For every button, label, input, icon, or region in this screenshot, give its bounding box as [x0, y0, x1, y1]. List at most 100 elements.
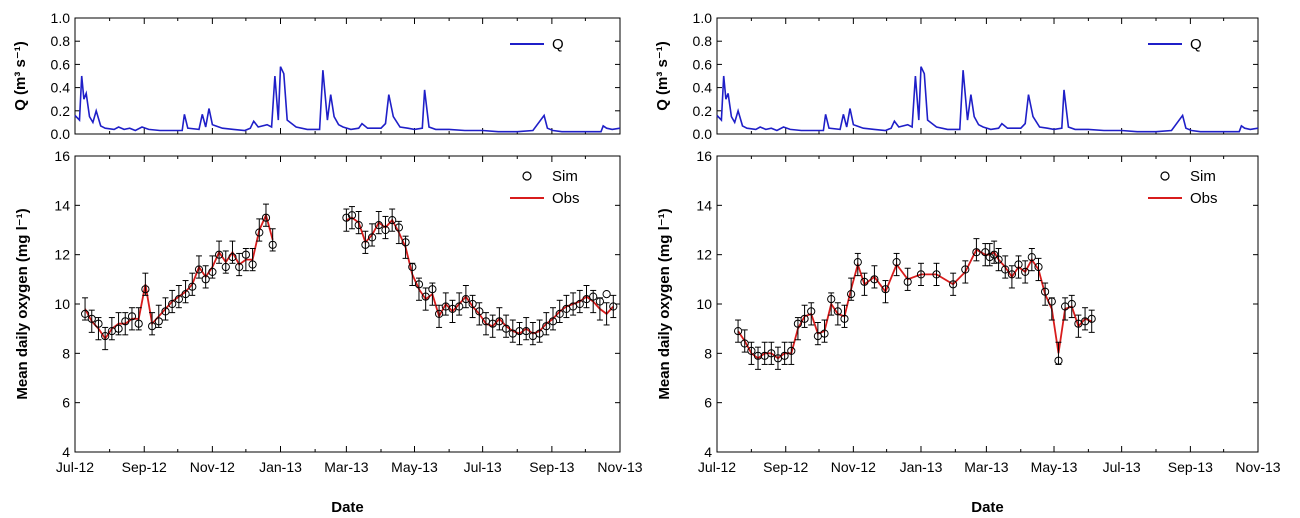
- series-line-obs: [84, 212, 274, 341]
- sim-point: [342, 213, 351, 222]
- sim-point: [1007, 270, 1017, 279]
- sim-point: [609, 302, 618, 311]
- sim-point: [127, 312, 137, 321]
- y-tick-label: 4: [62, 444, 70, 460]
- sim-point: [388, 216, 397, 225]
- x-axis-title: Date: [971, 499, 1004, 516]
- series-line-q: [74, 66, 621, 133]
- sim-point: [881, 285, 890, 294]
- sim-point: [381, 225, 390, 235]
- y-tick-label: 0.2: [693, 103, 713, 119]
- sim-point: [215, 250, 224, 259]
- sim-point: [241, 250, 250, 259]
- sim-point: [595, 297, 605, 306]
- sim-point: [994, 255, 1003, 264]
- sim-point: [502, 324, 511, 333]
- legend-swatch-sim: [522, 171, 532, 181]
- sim-point: [87, 314, 96, 323]
- sim-point: [734, 327, 743, 336]
- y-tick-label: 10: [696, 296, 712, 312]
- sim-point: [161, 307, 170, 316]
- y-tick-label: 0.6: [693, 56, 713, 72]
- y-axis-title: Mean daily oxygen (mg l⁻¹): [14, 208, 31, 399]
- sim-point: [134, 319, 143, 328]
- legend-swatch-sim: [1160, 171, 1170, 181]
- sim-point: [468, 299, 477, 309]
- y-tick-label: 0.4: [51, 80, 71, 96]
- sim-point: [787, 346, 796, 355]
- sim-point: [853, 258, 862, 267]
- sim-point: [268, 240, 277, 249]
- legend-label-obs: Obs: [552, 190, 580, 207]
- y-tick-label: 0.2: [51, 103, 71, 119]
- sim-point: [255, 228, 264, 237]
- sim-point: [421, 292, 430, 301]
- sim-point: [201, 275, 210, 284]
- sim-point: [475, 307, 484, 316]
- x-tick-label: Nov-13: [597, 459, 642, 475]
- sim-point: [154, 317, 163, 326]
- x-tick-label: Nov-12: [190, 459, 235, 475]
- plot-frame: [74, 17, 621, 135]
- y-tick-label: 0.6: [51, 56, 71, 72]
- chart-panel-right-bottom: 4 6 8 10 12 14 16 Jul-12 Sep-12 Nov-12 Jan-13 Mar-1…: [656, 148, 1281, 516]
- sim-point: [114, 324, 123, 333]
- sim-point: [1067, 299, 1076, 309]
- sim-point: [807, 307, 816, 316]
- sim-point: [414, 280, 424, 289]
- sim-point: [1054, 356, 1063, 365]
- sim-point: [981, 248, 990, 257]
- sim-point: [81, 309, 90, 318]
- sim-point: [121, 317, 130, 326]
- sim-point: [833, 307, 842, 316]
- x-tick-label: Jul-12: [56, 459, 94, 475]
- sim-point: [495, 317, 504, 326]
- y-axis-title: Q (m³ s⁻¹): [654, 41, 671, 111]
- series-line-q: [716, 66, 1259, 133]
- sim-point: [990, 250, 999, 259]
- y-tick-label: 12: [696, 247, 712, 263]
- sim-point: [932, 270, 941, 279]
- plot-frame: [74, 155, 621, 453]
- y-tick-label: 6: [62, 395, 70, 411]
- sim-point: [261, 213, 271, 222]
- sim-point: [221, 262, 230, 272]
- y-tick-label: 8: [704, 345, 712, 361]
- sim-point: [548, 317, 558, 326]
- sim-point: [148, 322, 157, 331]
- sim-point: [101, 332, 110, 341]
- sim-point: [1021, 267, 1030, 276]
- sim-point: [961, 265, 970, 274]
- y-tick-label: 14: [696, 197, 712, 213]
- x-tick-label: Sep-13: [529, 459, 574, 475]
- x-tick-label: Mar-13: [324, 459, 369, 475]
- legend-label-sim: Sim: [552, 168, 578, 185]
- x-tick-label: Sep-12: [763, 459, 808, 475]
- chart-panel-left-bottom: 4 6 8 10 12 14 16 Jul-12 Sep-12 Nov-12 Jan-13 Mar-1…: [14, 148, 643, 516]
- sim-point: [985, 253, 994, 262]
- sim-point: [354, 221, 363, 230]
- sim-point: [1001, 265, 1010, 274]
- y-tick-label: 1.0: [693, 10, 713, 26]
- plot-frame: [716, 17, 1259, 135]
- sim-point: [860, 277, 869, 286]
- sim-point: [94, 319, 103, 328]
- sim-point: [753, 351, 763, 360]
- y-tick-label: 0.8: [51, 33, 71, 49]
- y-tick-label: 4: [704, 444, 712, 460]
- plot-frame: [716, 155, 1259, 453]
- x-tick-label: Jan-13: [259, 459, 302, 475]
- sim-point: [1014, 260, 1023, 269]
- y-tick-label: 0.4: [693, 80, 713, 96]
- series-line-obs: [346, 216, 614, 335]
- y-tick-label: 16: [54, 148, 70, 164]
- sim-point: [903, 277, 912, 286]
- x-tick-label: Jul-13: [1103, 459, 1141, 475]
- sim-point: [800, 314, 809, 323]
- sim-point: [949, 280, 958, 289]
- sim-point: [972, 248, 981, 257]
- sim-point: [793, 319, 803, 328]
- sim-point: [780, 351, 789, 360]
- sim-point: [188, 282, 197, 291]
- sim-point: [847, 290, 856, 299]
